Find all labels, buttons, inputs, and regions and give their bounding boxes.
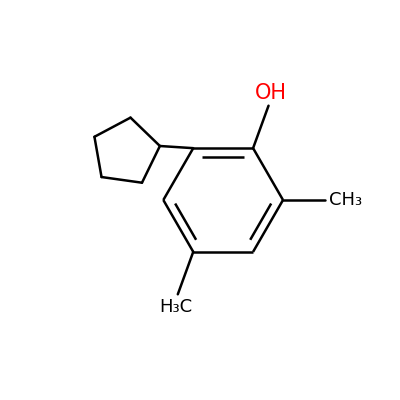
Text: OH: OH: [254, 83, 286, 103]
Text: H₃C: H₃C: [159, 298, 192, 316]
Text: CH₃: CH₃: [328, 191, 362, 209]
